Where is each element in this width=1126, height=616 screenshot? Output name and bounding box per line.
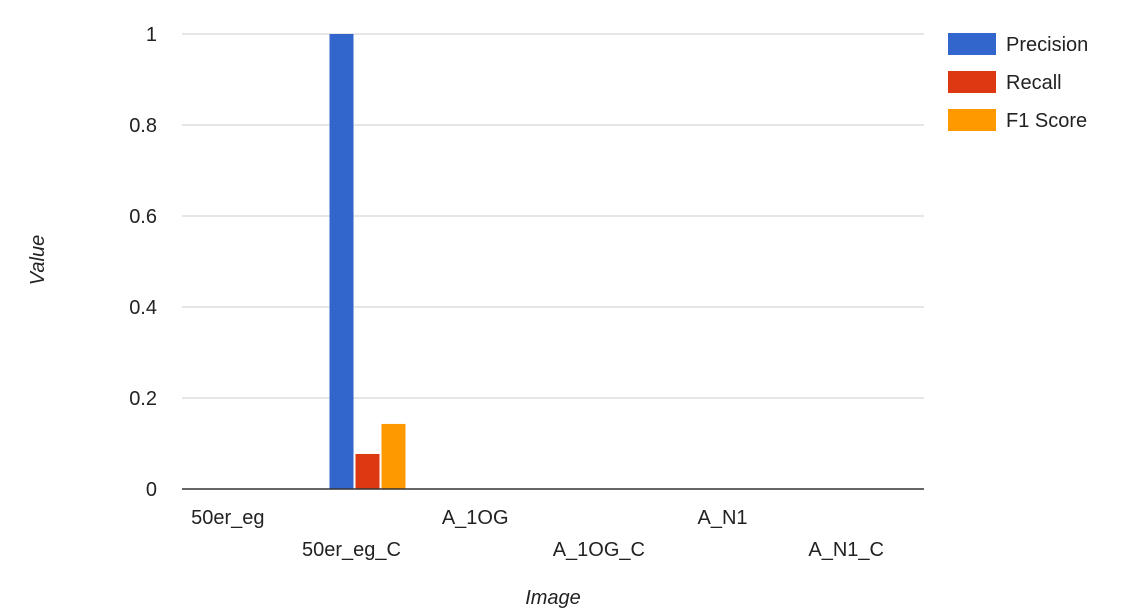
x-tick-label: A_1OG (442, 507, 509, 529)
bar-f1-score-50er_eg_c (381, 423, 406, 489)
x-tick-label: A_1OG_C (553, 539, 645, 561)
bar-recall-50er_eg_c (355, 453, 380, 489)
y-tick-label: 1 (146, 24, 157, 46)
x-tick-label: A_N1 (697, 507, 747, 529)
bar-precision-50er_eg_c (329, 34, 354, 489)
x-tick-labels: 50er_eg 50er_eg_C A_1OG A_1OG_C A_N1 A_N1_C (191, 507, 884, 561)
y-tick-labels: 0 0.2 0.4 0.6 0.8 1 (129, 24, 157, 501)
legend-label: Precision (1006, 34, 1088, 56)
y-tick-label: 0.4 (129, 297, 157, 319)
legend-swatch (948, 109, 996, 131)
y-tick-label: 0 (146, 479, 157, 501)
x-axis-title: Image (525, 587, 581, 609)
legend-swatch (948, 71, 996, 93)
y-tick-label: 0.8 (129, 115, 157, 137)
gridlines (182, 33, 924, 399)
y-axis-title: Value (27, 235, 49, 285)
x-tick-label: 50er_eg_C (302, 539, 401, 561)
y-tick-label: 0.6 (129, 206, 157, 228)
legend-label: Recall (1006, 72, 1062, 94)
legend: Precision Recall F1 Score (948, 33, 1088, 132)
x-tick-label: A_N1_C (808, 539, 884, 561)
legend-label: F1 Score (1006, 110, 1087, 132)
legend-swatch (948, 33, 996, 55)
x-tick-label: 50er_eg (191, 507, 264, 529)
bars (329, 34, 406, 489)
y-tick-label: 0.2 (129, 388, 157, 410)
